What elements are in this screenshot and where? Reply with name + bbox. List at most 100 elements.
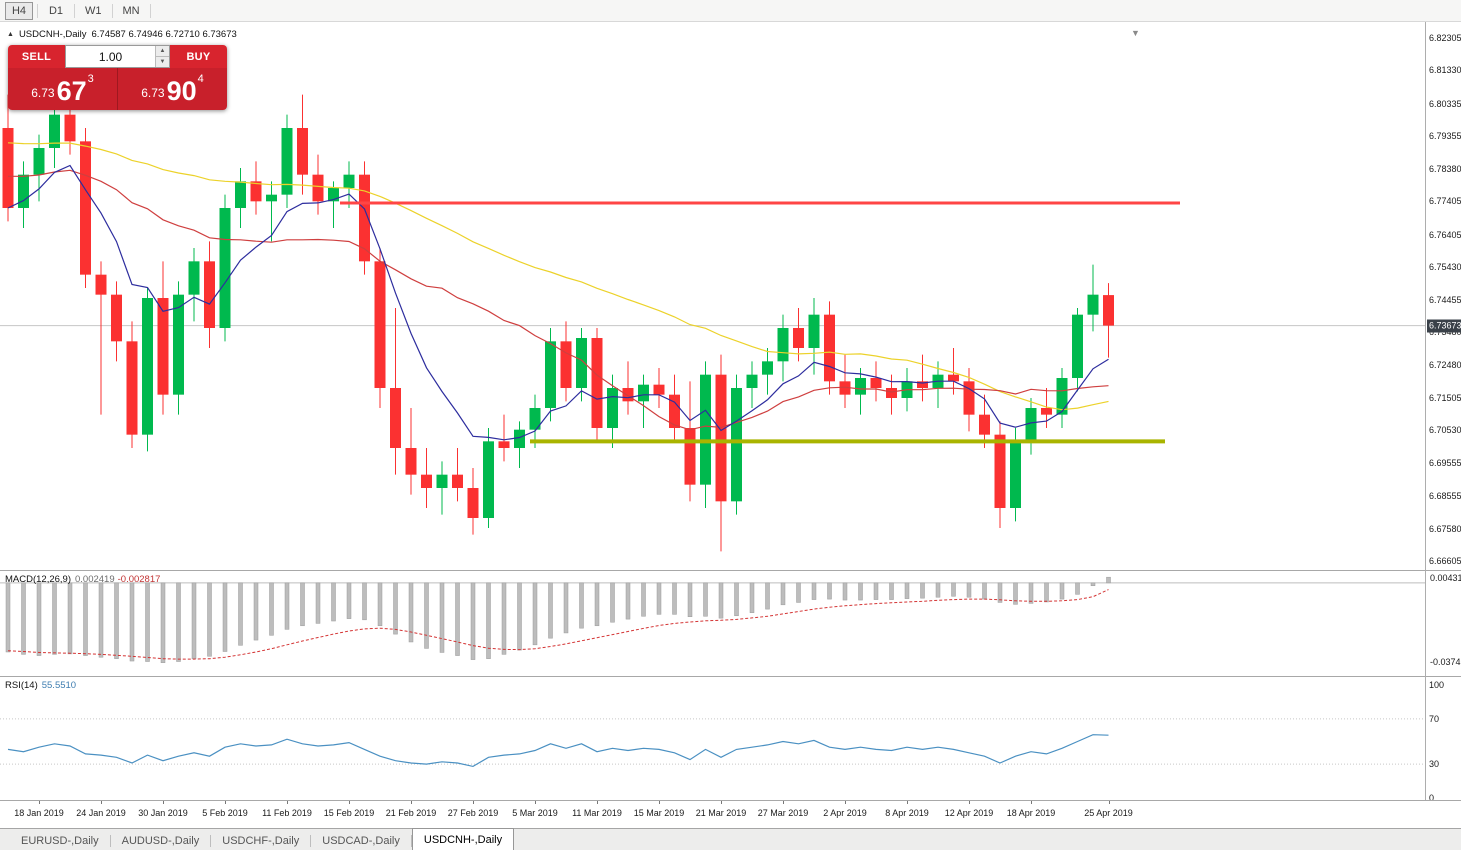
candle-body xyxy=(870,378,882,388)
macd-histogram-bar xyxy=(486,582,491,659)
candle-body xyxy=(1010,441,1021,508)
candle-body xyxy=(173,294,184,395)
macd-histogram-bar xyxy=(129,582,135,662)
macd-histogram-bar xyxy=(83,582,88,656)
price-axis-label: 6.81330 xyxy=(1429,65,1461,76)
timeframe-button-w1[interactable]: W1 xyxy=(85,4,102,17)
lot-size-input[interactable] xyxy=(66,46,155,67)
ma-fast-blue xyxy=(7,164,1109,441)
rsi-axis-label: 70 xyxy=(1429,713,1440,724)
candle-body xyxy=(653,384,665,395)
candle-body xyxy=(855,378,866,395)
tab-separator xyxy=(310,835,312,847)
macd-histogram-bar xyxy=(145,582,150,662)
price-axis-label: 6.80335 xyxy=(1429,98,1461,109)
candle-body xyxy=(49,114,60,148)
date-tick xyxy=(349,801,350,804)
price-axis-label: 6.75430 xyxy=(1429,262,1461,272)
date-axis-label: 11 Feb 2019 xyxy=(262,808,312,818)
price-axis-label: 6.72480 xyxy=(1429,360,1461,371)
chart-tab-usdcnh-daily[interactable]: USDCNH-,Daily xyxy=(411,828,515,850)
chart-tab-eurusd-daily[interactable]: EURUSD-,Daily xyxy=(21,835,99,847)
price-axis-label: 6.74455 xyxy=(1429,294,1461,305)
candle-body xyxy=(219,208,231,328)
date-tick xyxy=(287,801,288,804)
candle-body xyxy=(498,441,510,448)
macd-histogram-bar xyxy=(362,582,367,621)
rsi-label: RSI(14) 55.5510 xyxy=(5,680,76,691)
sell-price-display[interactable]: 6.73 67 3 xyxy=(8,68,118,110)
rsi-name: RSI(14) xyxy=(5,680,38,691)
timeframe-button-d1[interactable]: D1 xyxy=(48,4,64,17)
macd-histogram-bar xyxy=(408,582,414,643)
candle-body xyxy=(839,381,851,395)
macd-histogram-bar xyxy=(966,582,972,598)
candle-body xyxy=(204,261,215,328)
toolbar-separator xyxy=(149,3,151,18)
macd-histogram-bar xyxy=(300,582,305,627)
chart-tab-usdchf-daily[interactable]: USDCHF-,Daily xyxy=(222,835,300,847)
lot-increase-button[interactable]: ▲ xyxy=(156,46,169,57)
date-tick xyxy=(163,801,164,804)
date-axis-label: 25 Apr 2019 xyxy=(1084,808,1133,818)
candle-body xyxy=(622,388,634,402)
tab-separator xyxy=(210,835,212,847)
macd-histogram-bar xyxy=(331,582,336,622)
chart-title: ▲ USDCNH-,Daily 6.74587 6.74946 6.72710 … xyxy=(7,29,237,40)
macd-histogram-bar xyxy=(920,582,925,599)
macd-histogram-bar xyxy=(563,582,569,634)
candle-body xyxy=(963,381,975,415)
macd-histogram-bar xyxy=(284,582,290,630)
tab-separator xyxy=(410,835,412,847)
buy-price-point: 4 xyxy=(197,73,204,85)
price-axis-label: 6.71505 xyxy=(1429,392,1461,403)
macd-axis-max: 0.004319 xyxy=(1430,573,1461,583)
candle-body xyxy=(746,374,758,388)
macd-histogram-bar xyxy=(548,582,553,639)
toolbar-separator xyxy=(74,3,75,18)
macd-chart xyxy=(0,576,1425,663)
candle-body xyxy=(80,141,91,275)
macd-histogram-bar xyxy=(238,582,243,646)
macd-histogram-bar xyxy=(811,582,817,600)
chart-tab-audusd-daily[interactable]: AUDUSD-,Daily xyxy=(121,835,200,847)
candle-body xyxy=(560,341,572,388)
macd-histogram-bar xyxy=(1075,582,1080,595)
rsi-line xyxy=(7,734,1109,768)
candle-body xyxy=(436,474,448,488)
macd-histogram-bar xyxy=(641,582,646,617)
scroll-to-end-marker[interactable]: ▼ xyxy=(1131,28,1140,38)
candle-body xyxy=(1041,408,1052,415)
buy-price-pips: 90 xyxy=(166,76,197,107)
candle-body xyxy=(452,474,463,488)
sell-button[interactable]: SELL xyxy=(8,45,65,68)
macd-histogram-bar xyxy=(21,582,26,655)
macd-histogram-bar xyxy=(1044,582,1049,603)
chart-tab-usdcad-daily[interactable]: USDCAD-,Daily xyxy=(322,835,400,847)
timeframe-button-mn[interactable]: MN xyxy=(122,4,140,17)
timeframe-toolbar: H4 D1 W1 MN xyxy=(0,0,1461,22)
macd-histogram-bar xyxy=(997,582,1003,603)
macd-histogram-bar xyxy=(579,582,584,629)
buy-price-display[interactable]: 6.73 90 4 xyxy=(118,68,227,110)
price-chart-plot[interactable]: ▲ USDCNH-,Daily 6.74587 6.74946 6.72710 … xyxy=(0,22,1425,570)
candle-body xyxy=(762,361,773,375)
lot-decrease-button[interactable]: ▼ xyxy=(156,57,169,67)
candle-body xyxy=(405,448,417,475)
date-tick xyxy=(411,801,412,804)
macd-histogram-bar xyxy=(749,582,755,613)
candle-body xyxy=(359,174,370,262)
buy-button[interactable]: BUY xyxy=(170,45,227,68)
candle-body xyxy=(591,338,603,428)
timeframe-button-h4[interactable]: H4 xyxy=(5,1,33,20)
candle-body xyxy=(1025,408,1037,442)
candle-body xyxy=(343,174,355,188)
date-axis-label: 5 Feb 2019 xyxy=(202,808,248,818)
macd-histogram-bar xyxy=(703,582,708,617)
sell-price-pips: 67 xyxy=(56,76,87,107)
price-axis-label: 6.70530 xyxy=(1429,425,1461,436)
date-tick xyxy=(1031,801,1032,804)
date-tick xyxy=(473,801,474,804)
macd-histogram-bar xyxy=(1106,576,1111,584)
sell-price-base: 6.73 xyxy=(31,86,55,100)
